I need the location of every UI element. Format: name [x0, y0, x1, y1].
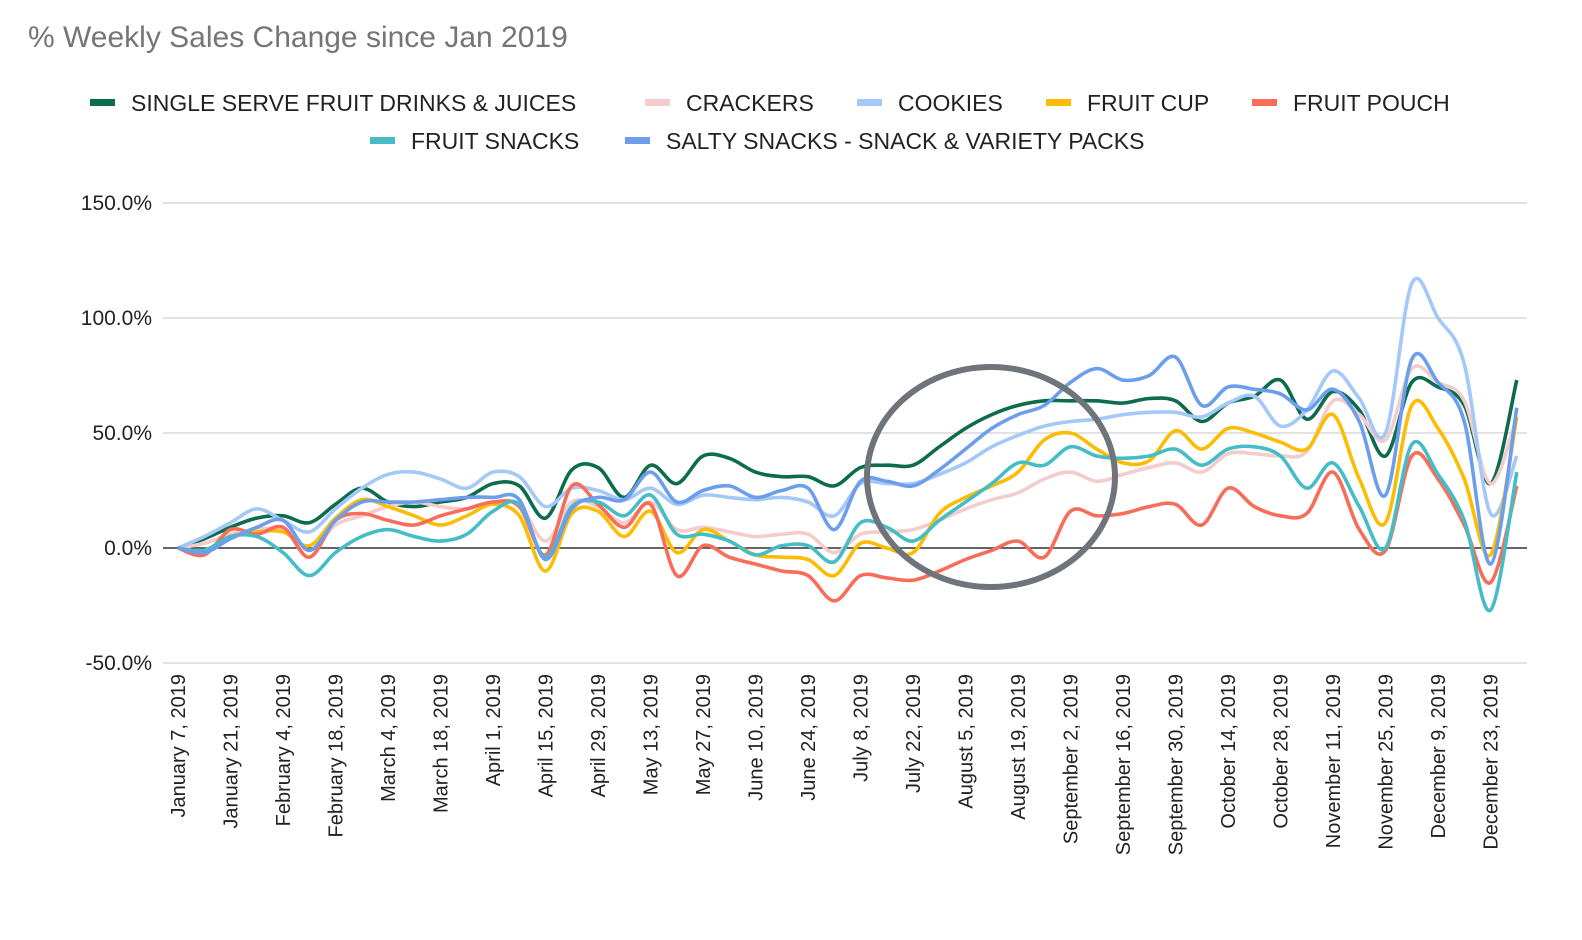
- x-tick-label: September 30, 2019: [1166, 674, 1188, 855]
- y-tick-label: 0.0%: [104, 537, 152, 560]
- legend-swatch: [1046, 99, 1071, 106]
- x-tick-label: December 9, 2019: [1428, 674, 1450, 839]
- y-axis-ticks: 150.0% 100.0% 50.0% 0.0% -50.0%: [81, 192, 152, 675]
- legend-item: FRUIT SNACKS: [370, 128, 579, 154]
- x-tick-label: April 15, 2019: [536, 674, 558, 797]
- series-line-fruit-snacks: [177, 439, 1519, 613]
- series-line-fruit-pouch: [177, 451, 1519, 603]
- x-tick-label: April 1, 2019: [483, 674, 505, 786]
- legend-swatch: [1252, 99, 1277, 106]
- series-lines: [177, 276, 1519, 613]
- legend-label: FRUIT POUCH: [1293, 90, 1450, 116]
- x-tick-label: September 2, 2019: [1061, 674, 1083, 844]
- x-tick-label: June 24, 2019: [798, 674, 820, 801]
- x-tick-label: September 16, 2019: [1113, 674, 1135, 855]
- x-axis-ticks: January 7, 2019 January 21, 2019 February …: [168, 674, 1503, 855]
- legend-item: SALTY SNACKS - SNACK & VARIETY PACKS: [625, 128, 1144, 154]
- y-tick-label: -50.0%: [85, 652, 152, 675]
- legend-swatch: [90, 99, 115, 106]
- legend-swatch: [645, 99, 670, 106]
- x-tick-label: November 25, 2019: [1376, 674, 1398, 850]
- x-tick-label: May 27, 2019: [693, 674, 715, 795]
- x-tick-label: July 22, 2019: [903, 674, 925, 793]
- legend-swatch: [370, 137, 395, 144]
- x-tick-label: October 28, 2019: [1271, 674, 1293, 829]
- x-tick-label: October 14, 2019: [1218, 674, 1240, 829]
- y-tick-label: 100.0%: [81, 307, 152, 330]
- x-tick-label: June 10, 2019: [746, 674, 768, 801]
- x-tick-label: March 18, 2019: [431, 674, 453, 813]
- x-tick-label: December 23, 2019: [1481, 674, 1503, 850]
- y-tick-label: 50.0%: [92, 422, 152, 445]
- x-tick-label: February 18, 2019: [326, 674, 348, 837]
- legend-item: FRUIT CUP: [1046, 90, 1209, 116]
- legend-label: SINGLE SERVE FRUIT DRINKS & JUICES: [131, 90, 576, 116]
- legend-label: FRUIT SNACKS: [411, 128, 579, 154]
- x-tick-label: March 4, 2019: [378, 674, 400, 802]
- legend-label: COOKIES: [898, 90, 1003, 116]
- gridlines: [163, 202, 1527, 664]
- series-line-fruit-cup: [177, 398, 1519, 578]
- x-tick-label: January 7, 2019: [168, 674, 190, 817]
- legend-label: SALTY SNACKS - SNACK & VARIETY PACKS: [666, 128, 1144, 154]
- chart-title: % Weekly Sales Change since Jan 2019: [28, 21, 568, 54]
- x-tick-label: August 19, 2019: [1008, 674, 1030, 820]
- legend-item: FRUIT POUCH: [1252, 90, 1450, 116]
- legend-swatch: [625, 137, 650, 144]
- legend-item: COOKIES: [857, 90, 1003, 116]
- x-tick-label: May 13, 2019: [641, 674, 663, 795]
- legend-swatch: [857, 99, 882, 106]
- annotation-circle: [864, 364, 1118, 590]
- legend-item: CRACKERS: [645, 90, 814, 116]
- series-line-single-serve-fruit-drinks-juices: [177, 375, 1519, 550]
- x-tick-label: November 11, 2019: [1323, 674, 1345, 848]
- x-tick-label: August 5, 2019: [956, 674, 978, 809]
- x-tick-label: July 8, 2019: [851, 674, 873, 782]
- x-tick-label: April 29, 2019: [588, 674, 610, 797]
- legend-item: SINGLE SERVE FRUIT DRINKS & JUICES: [90, 90, 576, 116]
- series-line-cookies: [177, 276, 1519, 550]
- x-tick-label: February 4, 2019: [273, 674, 295, 826]
- legend-label: FRUIT CUP: [1087, 90, 1209, 116]
- legend: SINGLE SERVE FRUIT DRINKS & JUICES CRACKE…: [90, 90, 1450, 154]
- legend-label: CRACKERS: [686, 90, 814, 116]
- x-tick-label: January 21, 2019: [221, 674, 243, 829]
- y-tick-label: 150.0%: [81, 192, 152, 215]
